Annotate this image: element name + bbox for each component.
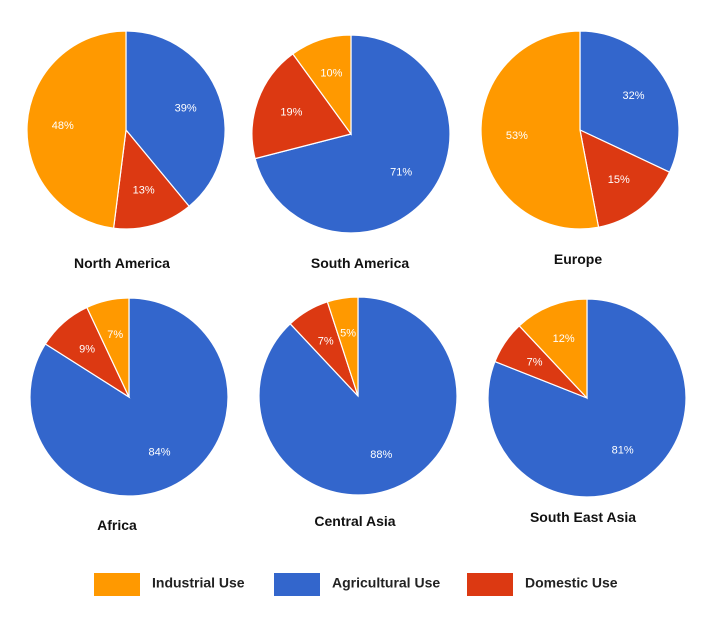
chart-title: North America — [74, 255, 170, 271]
chart-title: South East Asia — [530, 509, 636, 525]
slice-label-domestic-use: 15% — [608, 174, 630, 186]
pie-slice-agricultural-use — [254, 34, 451, 234]
pie-slice-industrial-use — [26, 30, 127, 229]
pie-slice-agricultural-use — [579, 30, 680, 173]
pie-slice-domestic-use — [112, 128, 190, 230]
slice-label-industrial-use: 7% — [107, 329, 123, 341]
legend: Industrial Use Agricultural Use Domestic U… — [94, 573, 618, 596]
pie-slice-domestic-use — [251, 53, 353, 160]
legend-label: Domestic Use — [525, 575, 618, 591]
slice-label-domestic-use: 7% — [527, 356, 543, 368]
slice-label-agricultural-use: 71% — [390, 167, 412, 179]
pie-chart-europe: 32% 15% 53% Europe — [480, 30, 680, 267]
legend-item-domestic-use: Domestic Use — [467, 573, 618, 596]
slice-label-agricultural-use: 32% — [622, 90, 644, 102]
pie-slice-agricultural-use — [29, 297, 229, 497]
pie-slice-domestic-use — [579, 128, 671, 228]
pie-slice-industrial-use — [291, 34, 352, 136]
pie-slice-industrial-use — [518, 298, 588, 400]
slice-label-agricultural-use: 39% — [175, 102, 197, 114]
slice-label-industrial-use: 5% — [340, 327, 356, 339]
chart-title: South America — [311, 255, 409, 271]
pie-chart-central-asia: 88% 7% 5% Central Asia — [258, 296, 458, 529]
legend-swatch — [467, 573, 513, 596]
pie-slice-industrial-use — [326, 296, 359, 397]
slice-label-agricultural-use: 88% — [370, 449, 392, 461]
pie-slice-industrial-use — [480, 30, 600, 230]
legend-item-industrial-use: Industrial Use — [94, 573, 245, 596]
pie-slice-industrial-use — [86, 297, 130, 398]
legend-label: Industrial Use — [152, 575, 245, 591]
chart-title: Europe — [554, 251, 602, 267]
legend-swatch — [274, 573, 320, 596]
pie-chart-north-america: 39% 13% 48% North America — [26, 30, 226, 271]
legend-swatch — [94, 573, 140, 596]
slice-label-agricultural-use: 84% — [148, 446, 170, 458]
legend-label: Agricultural Use — [332, 575, 440, 591]
chart-title: Africa — [97, 517, 137, 533]
pie-slice-agricultural-use — [125, 30, 226, 208]
slice-label-domestic-use: 9% — [79, 343, 95, 355]
slice-label-domestic-use: 13% — [133, 185, 155, 197]
pie-chart-south-east-asia: 81% 7% 12% South East Asia — [487, 298, 687, 525]
slice-label-domestic-use: 19% — [280, 106, 302, 118]
slice-label-industrial-use: 10% — [320, 68, 342, 80]
slice-label-domestic-use: 7% — [318, 335, 334, 347]
slice-label-agricultural-use: 81% — [612, 444, 634, 456]
pie-slice-agricultural-use — [258, 296, 458, 496]
chart-title: Central Asia — [314, 513, 395, 529]
pie-chart-south-america: 71% 19% 10% South America — [251, 34, 451, 271]
slice-label-industrial-use: 53% — [506, 130, 528, 142]
slice-label-industrial-use: 48% — [52, 120, 74, 132]
slice-label-industrial-use: 12% — [553, 333, 575, 345]
legend-item-agricultural-use: Agricultural Use — [274, 573, 440, 596]
pie-chart-africa: 84% 9% 7% Africa — [29, 297, 229, 533]
